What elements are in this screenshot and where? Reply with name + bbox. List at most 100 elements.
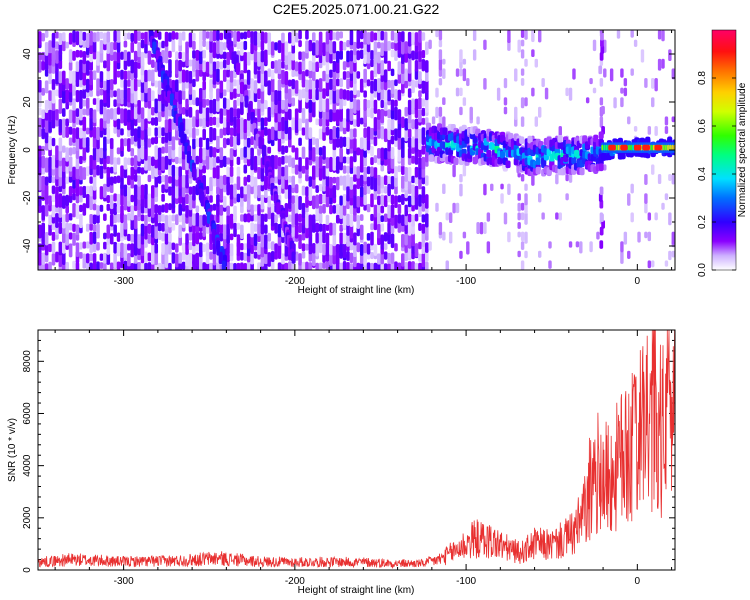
heatmap-cell — [274, 60, 278, 74]
heatmap-cell — [383, 185, 388, 194]
heatmap-cell — [633, 126, 638, 132]
heatmap-cell — [315, 222, 319, 233]
heatmap-cell — [363, 90, 367, 98]
heatmap-cell — [65, 41, 69, 49]
heatmap-cell — [198, 231, 203, 240]
heatmap-cell — [79, 59, 83, 75]
heatmap-cell — [192, 232, 196, 247]
heatmap-cell — [414, 80, 419, 88]
heatmap-cell — [151, 69, 155, 84]
heatmap-cell — [339, 262, 343, 270]
heatmap-cell — [192, 50, 196, 59]
heatmap-cell — [370, 31, 374, 43]
heatmap-cell — [89, 70, 93, 86]
heatmap-cell — [620, 87, 624, 94]
heatmap-cell — [651, 97, 655, 108]
heatmap-cell — [339, 205, 343, 219]
heatmap-cell — [236, 222, 241, 230]
heatmap-cell — [308, 60, 313, 72]
heatmap-cell — [452, 164, 456, 178]
heatmap-cell — [116, 213, 121, 223]
heatmap-cell — [250, 222, 254, 238]
heatmap-cell — [387, 60, 391, 72]
heatmap-cell — [664, 260, 669, 267]
heatmap-cell — [89, 116, 93, 131]
heatmap-cell — [329, 156, 333, 173]
heatmap-cell — [464, 136, 470, 144]
heatmap-cell — [181, 242, 186, 252]
heatmap-cell — [291, 166, 296, 174]
heatmap-cell — [58, 118, 63, 133]
heatmap-cell — [407, 31, 412, 47]
heatmap-cell — [195, 252, 200, 267]
heatmap-cell — [335, 31, 340, 41]
heatmap-cell — [527, 135, 533, 144]
heatmap-cell — [185, 118, 189, 130]
heatmap-cell — [188, 231, 193, 241]
heatmap-cell — [264, 99, 268, 110]
heatmap-cell — [233, 183, 237, 198]
heatmap-cell — [178, 193, 183, 204]
heatmap-cell — [216, 68, 220, 82]
heatmap-cell — [127, 79, 131, 87]
heatmap-cell — [151, 90, 155, 102]
colorbar-tick-label: 0.8 — [697, 71, 708, 85]
heatmap-cell — [503, 106, 508, 115]
heatmap-cell — [377, 109, 381, 120]
heatmap-cell — [205, 41, 210, 50]
heatmap-cell — [664, 116, 669, 126]
heatmap-cell — [130, 136, 135, 145]
heatmap-cell — [394, 50, 398, 61]
heatmap-cell — [65, 261, 69, 270]
heatmap-cell — [325, 79, 330, 92]
heatmap-cell — [140, 223, 145, 237]
heatmap-cell — [198, 68, 203, 77]
heatmap-cell — [137, 175, 141, 187]
heatmap-cell — [342, 165, 347, 174]
heatmap-cell — [216, 30, 220, 41]
heatmap-cell — [157, 205, 162, 216]
heatmap-cell — [524, 97, 528, 107]
heatmap-cell — [181, 251, 186, 261]
heatmap-cell — [418, 157, 422, 168]
heatmap-cell — [644, 78, 648, 88]
heatmap-cell — [51, 176, 56, 184]
heatmap-cell — [109, 214, 114, 227]
heatmap-cell — [99, 99, 104, 115]
heatmap-cell — [517, 250, 521, 258]
heatmap-cell — [250, 154, 254, 171]
heatmap-cell — [164, 146, 169, 154]
heatmap-cell — [380, 147, 385, 161]
heatmap-cell — [79, 50, 83, 58]
heatmap-cell — [394, 261, 398, 270]
heatmap-cell — [404, 118, 409, 131]
heatmap-cell — [305, 174, 309, 182]
heatmap-cell — [174, 59, 179, 75]
heatmap-cell — [178, 175, 183, 189]
heatmap-cell — [202, 244, 206, 253]
heatmap-cell — [603, 164, 607, 171]
heatmap-cell — [315, 205, 319, 221]
heatmap-cell — [130, 166, 135, 180]
heatmap-cell — [106, 224, 111, 239]
heatmap-cell — [373, 243, 378, 256]
heatmap-cell — [599, 199, 604, 209]
heatmap-cell — [298, 61, 302, 75]
heatmap-cell — [308, 99, 313, 113]
heatmap-cell — [535, 157, 541, 166]
heatmap-cell — [308, 214, 313, 226]
heatmap-cell — [233, 30, 237, 45]
heatmap-cell — [226, 68, 230, 78]
heatmap-cell — [346, 224, 350, 236]
heatmap-cell — [216, 185, 220, 195]
heatmap-cell — [229, 176, 234, 184]
heatmap-cell — [222, 97, 227, 109]
heatmap-cell — [216, 194, 220, 207]
heatmap-cell — [332, 243, 337, 256]
heatmap-cell — [335, 89, 340, 104]
heatmap-cell — [140, 32, 145, 40]
heatmap-cell — [89, 30, 93, 46]
heatmap-cell — [311, 80, 316, 96]
heatmap-cell — [72, 203, 76, 218]
heatmap-cell — [411, 232, 415, 247]
